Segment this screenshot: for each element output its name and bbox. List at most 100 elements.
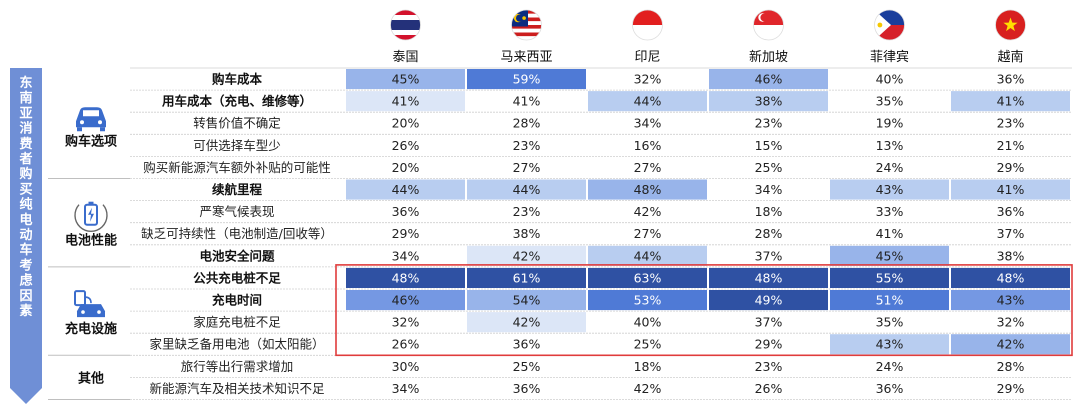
value-label: 48%: [997, 270, 1025, 285]
value-label: 27%: [634, 226, 662, 241]
flag-stripe: [511, 28, 542, 33]
heat-cell: [709, 334, 828, 355]
flag-stripe: [632, 10, 663, 25]
heat-cell: [709, 223, 828, 244]
flag-body: [874, 10, 905, 40]
value-label: 34%: [392, 248, 420, 263]
value-label: 25%: [513, 359, 541, 374]
value-label: 34%: [755, 182, 783, 197]
heat-cell: [346, 91, 465, 112]
singapore-flag: 新加坡: [749, 9, 788, 65]
heat-cell: [346, 245, 465, 266]
value-label: 46%: [755, 72, 783, 87]
heat-cell: [830, 91, 949, 112]
flag-triangle: [874, 10, 891, 40]
row-label: 购车成本: [212, 72, 263, 87]
thailand-flag: 泰国: [390, 9, 421, 65]
flag-star: [1003, 17, 1018, 32]
flag-crescent: [760, 13, 769, 22]
flag-body: [390, 10, 421, 40]
heat-cell: [951, 356, 1070, 377]
heat-cell: [709, 135, 828, 156]
heat-cell: [346, 356, 465, 377]
table-row: 严寒气候表现 36% 23% 42% 18% 33% 36%: [130, 201, 1072, 224]
value-label: 32%: [634, 72, 662, 87]
flag-sun: [877, 22, 883, 28]
charging-car-body: [77, 304, 105, 318]
value-label: 15%: [755, 138, 783, 153]
heat-cell: [588, 201, 707, 222]
value-label: 25%: [755, 160, 783, 175]
value-label: 29%: [392, 226, 420, 241]
value-label: 36%: [876, 381, 904, 396]
table-row: 家庭充电桩不足 32% 42% 40% 37% 35% 32%: [130, 312, 1072, 334]
flag-body: [511, 10, 542, 40]
heat-cell: [830, 113, 949, 134]
heat-cell: [951, 201, 1070, 222]
car-light: [97, 310, 101, 314]
value-label: 32%: [997, 315, 1025, 330]
heat-cell: [588, 290, 707, 311]
value-label: 63%: [634, 270, 662, 285]
value-label: 48%: [392, 270, 420, 285]
heat-cell: [709, 201, 828, 222]
heat-cell: [467, 201, 586, 222]
row-label: 用车成本（充电、维修等）: [161, 94, 312, 109]
heat-cell: [346, 69, 465, 90]
column-header: 新加坡: [749, 49, 788, 65]
value-label: 42%: [513, 248, 541, 263]
value-label: 25%: [634, 337, 662, 352]
heat-cell: [588, 356, 707, 377]
heat-cell: [951, 223, 1070, 244]
heat-cell: [709, 378, 828, 399]
battery-cap: [88, 201, 94, 205]
flag-stripe: [753, 25, 784, 40]
heat-cell: [951, 334, 1070, 355]
value-label: 55%: [876, 270, 904, 285]
highlight-box: [335, 264, 1073, 357]
value-label: 34%: [392, 381, 420, 396]
value-label: 42%: [997, 337, 1025, 352]
heat-cell: [588, 312, 707, 333]
indonesia-flag: 印尼: [632, 9, 663, 65]
side-title-char: 动: [19, 228, 32, 243]
side-title-char: 亚: [19, 106, 32, 121]
value-label: 24%: [876, 160, 904, 175]
value-label: 19%: [876, 116, 904, 131]
value-label: 18%: [634, 359, 662, 374]
battery-bolt: [88, 207, 94, 222]
flag-body: [995, 10, 1026, 40]
value-label: 36%: [513, 381, 541, 396]
car-icon: [76, 107, 106, 132]
flag-outline: [753, 9, 784, 41]
row-label: 购买新能源汽车额外补贴的可能性: [143, 160, 331, 175]
value-label: 59%: [513, 72, 541, 87]
value-label: 36%: [513, 337, 541, 352]
value-label: 41%: [997, 182, 1025, 197]
heat-cell: [346, 334, 465, 355]
row-label: 严寒气候表现: [199, 204, 274, 219]
charging-car-icon: [74, 290, 105, 318]
heat-cell: [709, 245, 828, 266]
car-wheel: [100, 127, 105, 132]
value-label: 16%: [634, 138, 662, 153]
car-window: [83, 110, 99, 117]
charger-post: [74, 290, 86, 307]
value-label: 37%: [755, 315, 783, 330]
value-label: 41%: [997, 94, 1025, 109]
category-label: 购车选项: [65, 133, 117, 149]
row-label: 旅行等出行需求增加: [181, 359, 294, 374]
heat-cell: [588, 157, 707, 178]
value-label: 29%: [997, 160, 1025, 175]
value-label: 18%: [755, 204, 783, 219]
heat-cell: [830, 245, 949, 266]
value-label: 28%: [997, 359, 1025, 374]
heat-cell: [830, 179, 949, 200]
heat-cell: [830, 201, 949, 222]
value-label: 34%: [634, 116, 662, 131]
value-label: 49%: [755, 293, 783, 308]
row-label: 充电时间: [212, 293, 262, 308]
heat-cell: [467, 135, 586, 156]
heat-cell: [588, 334, 707, 355]
table-row: 购买新能源汽车额外补贴的可能性 20% 27% 27% 25% 24% 29%: [130, 157, 1072, 179]
